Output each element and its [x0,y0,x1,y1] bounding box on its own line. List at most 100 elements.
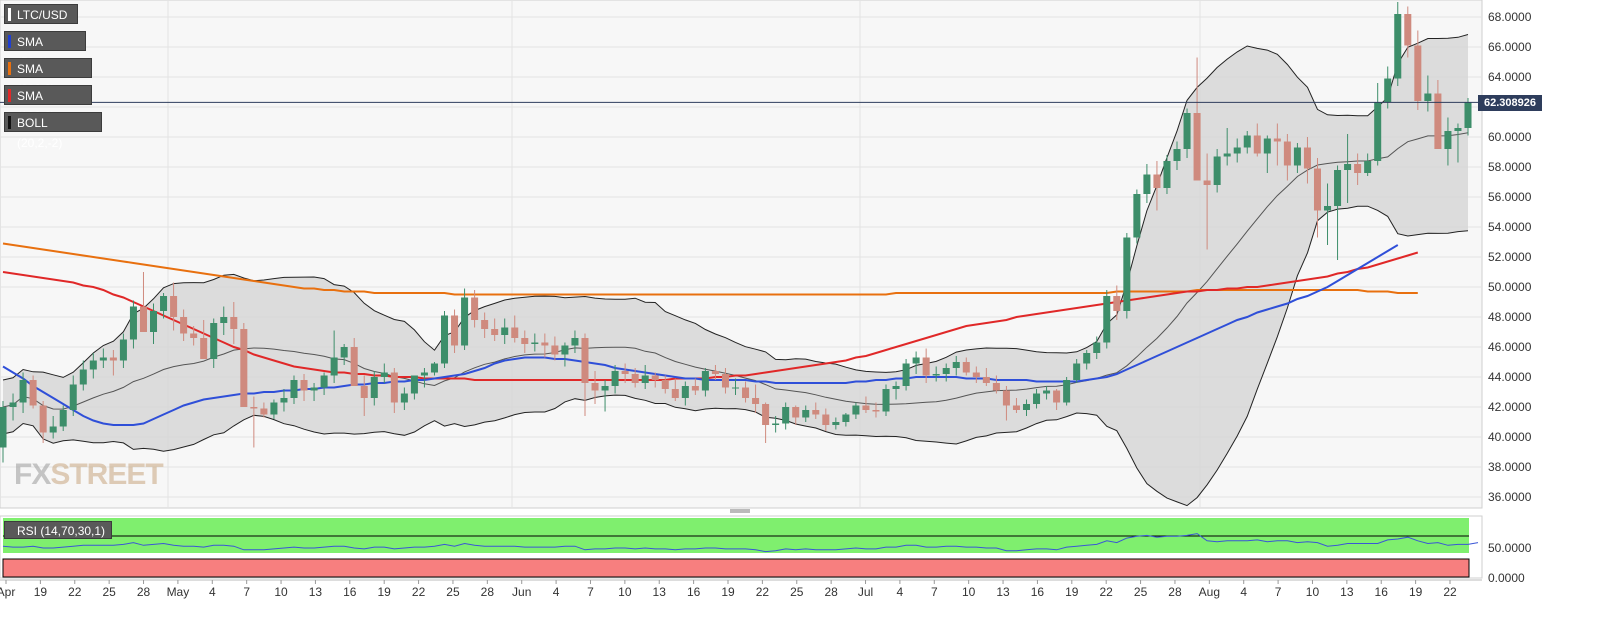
candle-body [681,386,689,398]
candle-body [752,398,760,404]
candle-body [1424,93,1432,101]
candle-body [561,345,569,355]
candle-body [330,357,338,376]
candle-body [942,368,950,374]
candle-body [69,384,77,410]
watermark-street: STREET [50,458,163,491]
candle-body [370,377,378,398]
candle-body [230,317,238,329]
candle-body [461,297,469,346]
y-tick-label: 60.0000 [1488,130,1532,144]
x-tick-label: 28 [137,585,151,599]
candle-body [611,371,619,386]
candle-body [691,386,699,391]
candle-body [1313,168,1321,211]
candle-body [170,296,178,317]
legend-item[interactable]: LTC/USD [4,4,78,24]
candle-body [1043,390,1051,394]
x-tick-label: 10 [618,585,632,599]
candle-body [1464,102,1472,128]
candle-body [1354,164,1362,173]
candle-body [1083,353,1091,364]
candle-body [0,407,7,448]
candle-body [661,380,669,389]
rsi-legend[interactable]: RSI (14,70,30,1) [4,521,112,539]
candle-body [1093,342,1101,353]
candle-body [200,338,208,359]
legend-item[interactable]: SMA (50,0) [4,31,86,69]
candle-body [1434,93,1442,149]
y-tick-label: 52.0000 [1488,250,1532,264]
candle-body [982,377,990,383]
legend-swatch [8,89,11,102]
candle-body [109,357,117,361]
candle-body [932,374,940,376]
x-tick-label: 10 [962,585,976,599]
candle-body [9,402,17,407]
candle-body [711,371,719,374]
x-tick-label: 28 [1168,585,1182,599]
candle-body [49,426,57,433]
candle-body [742,387,750,398]
legend-label: BOLL (20,2,-2) [17,116,63,150]
rsi-line [2,533,1479,553]
candle-body [1394,14,1402,79]
candle-body [591,383,599,391]
x-tick-label: 13 [309,585,323,599]
candle-body [250,407,258,409]
candle-body [1123,237,1131,311]
bollinger-upper [2,34,1469,381]
candle-body [601,386,609,391]
candle-body [762,404,770,425]
candle-body [902,363,910,386]
x-tick-label: 28 [824,585,838,599]
legend-swatch [8,116,11,129]
y-tick-label: 54.0000 [1488,220,1532,234]
legend-swatch [8,8,11,21]
candle-body [1324,206,1332,211]
candle-body [1374,102,1382,161]
candle-body [340,347,348,358]
x-tick-label: 7 [243,585,250,599]
bollinger-lower [2,205,1469,507]
candle-body [430,363,438,373]
candle-body [1344,164,1352,170]
y-tick-label: 56.0000 [1488,190,1532,204]
candle-body [511,327,519,338]
candle-body [721,374,729,388]
candle-body [290,380,298,398]
candle-body [220,317,228,323]
candle-body [571,338,579,346]
bollinger-band-fill [3,34,1468,506]
candle-body [350,347,358,386]
x-tick-label: 16 [687,585,701,599]
candle-body [842,414,850,422]
candle-body [641,375,649,383]
candle-body [29,380,37,406]
candle-body [852,405,860,415]
candle-body [280,398,288,403]
candle-body [912,357,920,364]
legend-item[interactable]: SMA (100,0) [4,85,92,123]
candle-body [1002,390,1010,406]
candle-body [501,327,509,335]
candle-body [1384,78,1392,103]
candle-body [1053,390,1061,403]
candle-body [551,345,559,355]
candle-body [1293,147,1301,166]
candle-body [621,371,629,374]
legend-swatch [8,35,11,48]
candle-body [972,372,980,377]
candle-body [992,383,1000,391]
candle-body [701,371,709,391]
candle-body [270,402,278,415]
legend-item[interactable]: SMA (200,0) [4,58,92,96]
legend-item[interactable]: BOLL (20,2,-2) [4,112,102,150]
candle-body [420,372,428,376]
x-tick-label: 4 [553,585,560,599]
candle-body [1364,161,1372,173]
legend-label: LTC/USD [17,8,68,22]
candle-body [360,386,368,398]
